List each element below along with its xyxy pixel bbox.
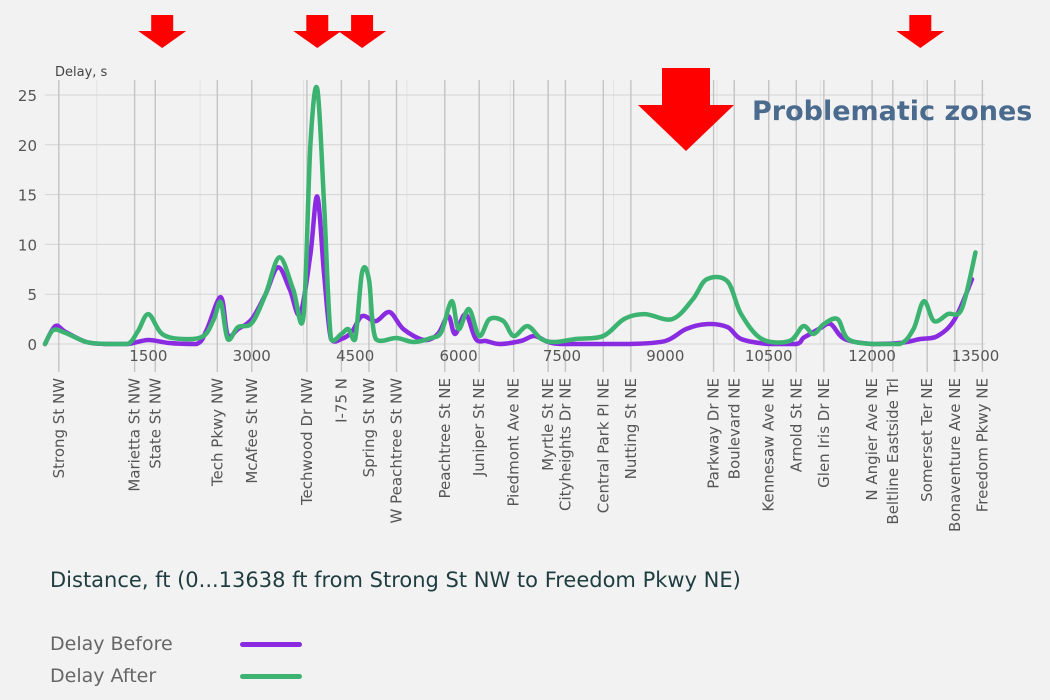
x-tick-label: 6000 <box>439 347 477 365</box>
street-label: Bonaventure Ave NE <box>946 378 964 532</box>
street-label: Cityheights Dr NE <box>556 378 574 511</box>
x-tick-label: 13500 <box>952 347 1000 365</box>
y-tick-label: 5 <box>27 286 37 304</box>
problem-zone-arrow <box>138 15 187 48</box>
y-tick-label: 20 <box>18 137 37 155</box>
legend-item-after: Delay After <box>50 660 302 692</box>
street-label: N Angier Ave NE <box>863 378 881 501</box>
legend-label-before: Delay Before <box>50 633 173 655</box>
street-label: State St NW <box>146 378 164 469</box>
legend-label-after: Delay After <box>50 665 157 687</box>
street-labels: Strong St NW Marietta St NW State St NW Tec… <box>50 378 992 532</box>
problem-zone-arrow <box>338 15 387 48</box>
street-label: Beltline Eastside Trl <box>884 378 902 525</box>
y-axis-label: Delay, s <box>55 65 108 80</box>
problem-zone-arrow <box>896 15 945 48</box>
street-label: Piedmont Ave NE <box>505 378 523 507</box>
x-tick-label: 12000 <box>848 347 896 365</box>
x-tick-label: 1500 <box>129 347 167 365</box>
street-label: Glen Iris Dr NE <box>815 378 833 488</box>
legend-swatch-before <box>240 641 302 647</box>
street-label: McAfee St NW <box>243 378 261 484</box>
series-lines <box>42 84 978 347</box>
street-label: Arnold St NE <box>787 378 805 472</box>
street-label: Central Park Pl NE <box>594 378 612 513</box>
street-label: Techwood Dr NW <box>298 378 316 506</box>
street-label: Boulevard NE <box>725 378 743 479</box>
problem-zone-arrow <box>638 68 734 151</box>
x-tick-label: 4500 <box>336 347 374 365</box>
y-tick-label: 25 <box>18 87 37 105</box>
x-tick-label: 10500 <box>745 347 793 365</box>
street-label: Somerset Ter NE <box>918 378 936 502</box>
street-label: Kennesaw Ave NE <box>760 378 778 512</box>
grid <box>45 80 985 372</box>
annotation-problematic-zones: Problematic zones <box>752 96 1032 127</box>
street-label: Nutting St NE <box>622 378 640 479</box>
street-label: W Peachtree St NW <box>388 378 406 524</box>
street-label: Juniper St NE <box>470 378 488 477</box>
axis-ticks: 0 5 10 15 20 25 1500 3000 4500 6000 7500 9000 10500 1… <box>18 87 999 365</box>
delay-chart: Strong St NW Marietta St NW State St NW Tec… <box>18 15 1032 532</box>
legend-item-before: Delay Before <box>50 628 302 660</box>
series-line-after <box>42 84 978 347</box>
x-tick-label: 3000 <box>233 347 271 365</box>
street-label: Spring St NW <box>360 378 378 478</box>
street-label: Peachtree St NE <box>436 378 454 499</box>
street-label: Tech Pkwy NW <box>208 378 226 487</box>
legend: Delay Before Delay After <box>50 628 302 692</box>
y-tick-label: 10 <box>18 236 37 254</box>
x-axis-label: Distance, ft (0...13638 ft from Strong S… <box>50 568 741 592</box>
x-tick-label: 9000 <box>646 347 684 365</box>
street-label: Parkway Dr NE <box>705 378 723 489</box>
street-label: Marietta St NW <box>126 378 144 492</box>
legend-swatch-after <box>240 673 302 679</box>
problem-zone-arrow <box>293 15 342 48</box>
street-label: Strong St NW <box>50 378 68 479</box>
series-line-before <box>42 194 975 347</box>
problem-zone-arrows <box>138 15 945 151</box>
street-label: Myrtle St NE <box>539 378 557 471</box>
y-tick-label: 15 <box>18 187 37 205</box>
street-label: Freedom Pkwy NE <box>973 378 991 512</box>
street-label: I-75 N <box>332 378 350 423</box>
y-tick-label: 0 <box>27 336 37 354</box>
x-tick-label: 7500 <box>543 347 581 365</box>
